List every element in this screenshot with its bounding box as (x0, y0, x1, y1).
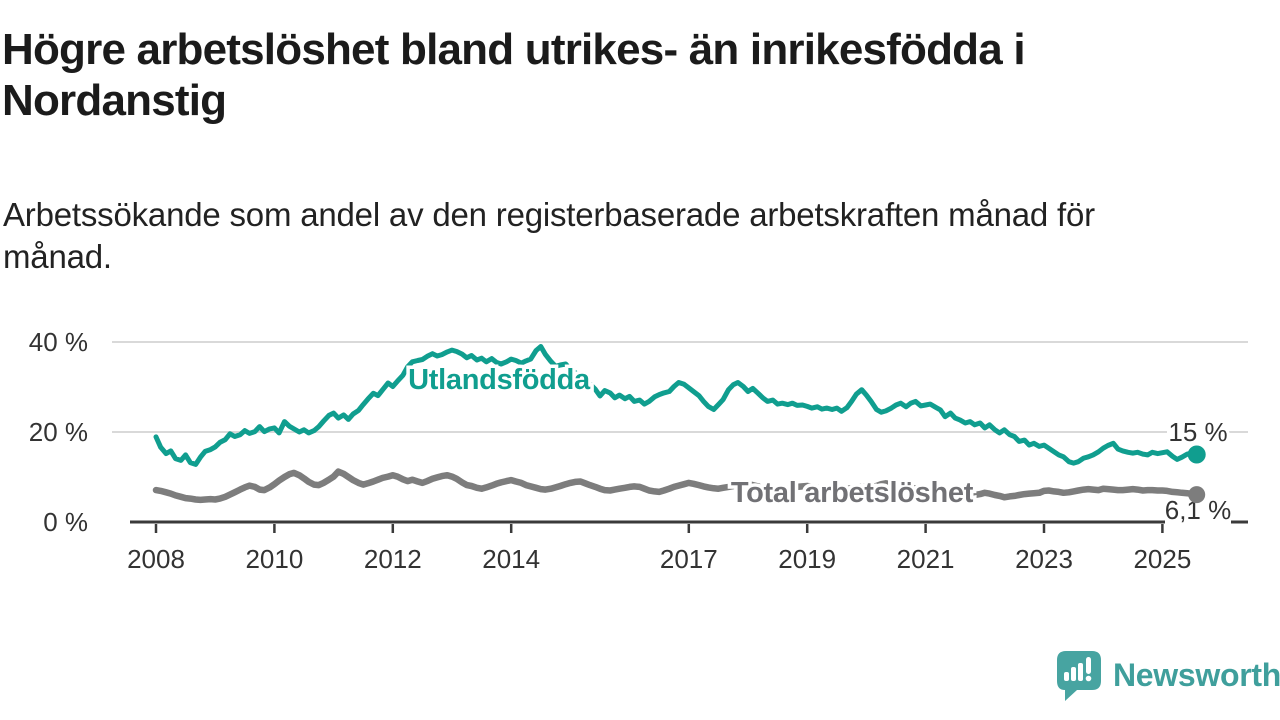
bar-3 (1078, 663, 1083, 681)
x-tick-label: 2012 (364, 544, 422, 574)
page-title-line-1: Högre arbetslöshet bland utrikes- än inr… (2, 25, 1026, 74)
x-tick-label: 2014 (482, 544, 540, 574)
bar-2 (1071, 667, 1076, 681)
exclamation-bar (1086, 657, 1091, 674)
x-tick-label: 2023 (1015, 544, 1073, 574)
series-label-total: Total arbetslöshet (731, 477, 974, 509)
y-tick-label: 20 % (29, 417, 88, 447)
x-tick-label: 2017 (660, 544, 718, 574)
x-tick-label: 2021 (897, 544, 955, 574)
series-line-total (152, 468, 1200, 504)
chart-subtitle-line-2: månad. (3, 238, 112, 275)
series-end-dot-utlandsfodda (1187, 445, 1206, 464)
chart-subtitle-line-1: Arbetssökande som andel av den registerb… (3, 196, 1095, 233)
series-label-utlandsfodda: Utlandsfödda (408, 364, 591, 396)
y-tick-label: 40 % (29, 327, 88, 357)
series-end-label-utlandsfodda: 15 % (1168, 417, 1227, 447)
page-title: Högre arbetslöshet bland utrikes- än inr… (2, 24, 1272, 126)
chart-subtitle: Arbetssökande som andel av den registerb… (3, 194, 1273, 278)
x-tick-label: 2008 (127, 544, 185, 574)
newsworthy-logo: Newsworthy (1056, 650, 1280, 701)
page-title-line-2: Nordanstig (2, 76, 227, 125)
x-tick-label: 2019 (778, 544, 836, 574)
end-label-mask-bottom (1165, 503, 1231, 524)
x-tick-label: 2010 (245, 544, 303, 574)
newsworthy-wordmark: Newsworthy (1113, 657, 1280, 693)
x-tick-label: 2025 (1133, 544, 1191, 574)
y-tick-label: 0 % (43, 507, 88, 537)
end-label-mask-top (1167, 424, 1229, 446)
series-end-dot-total (1188, 486, 1206, 504)
bar-1 (1064, 672, 1069, 681)
newsworthy-speech-bubble-bar-chart-icon (1057, 651, 1101, 701)
exclamation-dot (1085, 675, 1092, 682)
series-line-utlandsfodda (153, 344, 1200, 467)
